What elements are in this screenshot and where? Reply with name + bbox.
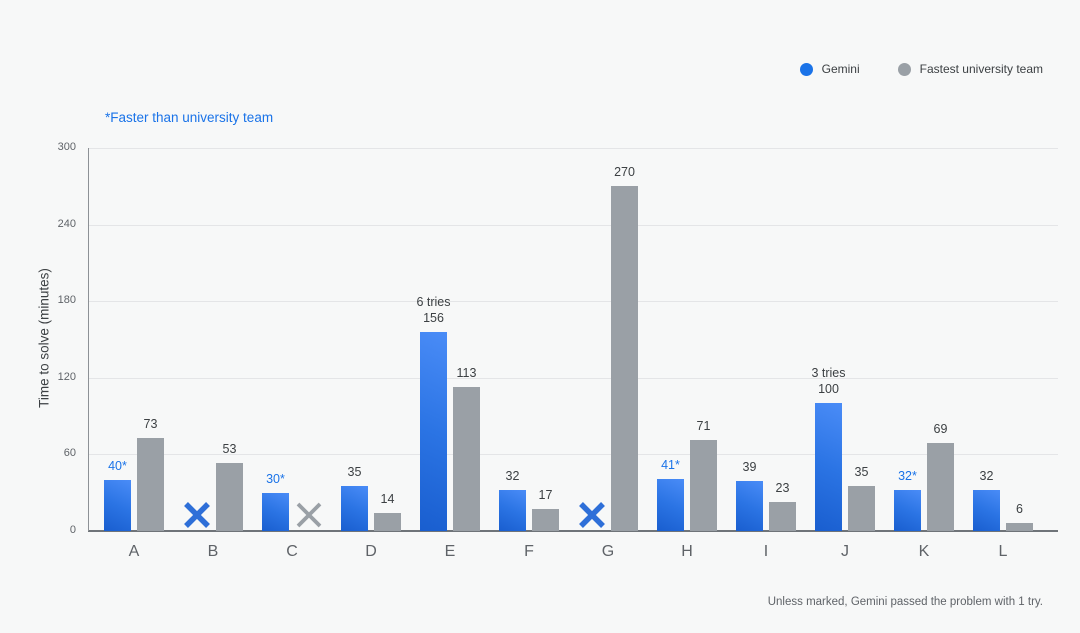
bar-gemini-F <box>499 490 526 531</box>
bar-value-label-team-B: 53 <box>222 442 237 457</box>
tries-annotation-E: 6 tries <box>416 294 451 309</box>
bar-gemini-J <box>815 403 842 531</box>
legend: Gemini Fastest university team <box>799 62 1043 76</box>
bar-gemini-L <box>973 490 1000 531</box>
bar-team-J <box>848 486 875 531</box>
gridline-300 <box>88 148 1058 149</box>
bar-team-E <box>453 386 480 531</box>
bar-value-label-gemini-D: 35 <box>347 465 362 480</box>
bar-gemini-K <box>894 490 921 531</box>
bar-gemini-H <box>657 478 684 531</box>
bar-gemini-D <box>341 486 368 531</box>
x-category-label-E: E <box>444 543 456 560</box>
bar-value-label-team-E: 113 <box>456 365 477 380</box>
x-category-label-B: B <box>207 543 219 560</box>
failed-x-icon <box>183 502 210 528</box>
x-category-label-G: G <box>601 543 615 560</box>
failed-x-marker-gemini-B <box>183 501 211 529</box>
bar-team-G <box>611 186 638 531</box>
x-category-label-H: H <box>681 543 693 560</box>
gridline-60 <box>88 454 1058 456</box>
tries-annotation-J: 3 tries <box>811 366 846 381</box>
bar-team-I <box>769 501 796 531</box>
bar-team-A <box>137 437 164 531</box>
bar-value-label-team-G: 270 <box>614 165 635 180</box>
x-category-label-D: D <box>365 543 377 560</box>
bar-value-label-gemini-K: 32* <box>898 469 917 484</box>
x-category-label-I: I <box>763 543 769 560</box>
bar-value-label-gemini-C: 30* <box>266 471 285 486</box>
y-axis-line <box>88 148 89 531</box>
tries-footnote: Unless marked, Gemini passed the problem… <box>767 596 1043 608</box>
bar-value-label-gemini-I: 39 <box>742 460 757 475</box>
failed-x-marker-gemini-G <box>578 501 606 529</box>
bar-team-H <box>690 440 717 531</box>
legend-label-gemini: Gemini <box>821 62 860 76</box>
bar-value-label-team-J: 35 <box>854 465 869 480</box>
bar-value-label-team-A: 73 <box>143 416 158 431</box>
bar-gemini-C <box>262 492 289 531</box>
legend-item-gemini: Gemini <box>799 62 860 76</box>
gridline-120 <box>88 377 1058 379</box>
bar-gemini-A <box>104 479 131 531</box>
x-category-label-A: A <box>128 543 140 560</box>
legend-label-team: Fastest university team <box>919 62 1043 76</box>
y-tick-label-240: 240 <box>57 217 76 230</box>
y-tick-label-0: 0 <box>69 524 76 536</box>
bar-value-label-gemini-H: 41* <box>661 457 680 472</box>
x-category-label-L: L <box>998 543 1008 560</box>
bar-gemini-E <box>420 331 447 531</box>
bar-value-label-team-L: 6 <box>1016 502 1023 517</box>
bar-value-label-team-I: 23 <box>775 480 790 495</box>
legend-item-team: Fastest university team <box>897 62 1043 76</box>
x-category-label-C: C <box>286 543 298 560</box>
x-category-label-J: J <box>841 543 849 560</box>
faster-note: *Faster than university team <box>105 110 274 125</box>
bar-team-F <box>532 509 559 531</box>
x-category-label-F: F <box>524 543 534 560</box>
bar-value-label-team-K: 69 <box>933 421 948 436</box>
bar-value-label-team-H: 71 <box>696 419 711 434</box>
bar-value-label-team-F: 17 <box>538 488 553 503</box>
team-legend-dot-icon <box>897 62 911 76</box>
bar-value-label-gemini-A: 40* <box>108 458 127 473</box>
x-axis-baseline <box>88 530 1058 532</box>
y-tick-label-60: 60 <box>63 447 76 460</box>
bar-team-K <box>927 442 954 531</box>
failed-x-icon <box>578 502 605 528</box>
bar-value-label-team-D: 14 <box>380 492 395 507</box>
gridline-180 <box>88 301 1058 303</box>
bar-value-label-gemini-F: 32 <box>505 469 520 484</box>
y-tick-label-300: 300 <box>57 141 76 153</box>
bar-gemini-I <box>736 481 763 531</box>
x-category-label-K: K <box>918 543 930 560</box>
bar-value-label-gemini-E: 156 <box>423 310 444 325</box>
bar-value-label-gemini-L: 32 <box>979 469 994 484</box>
failed-x-marker-team-C <box>295 501 323 529</box>
gemini-legend-dot-icon <box>799 62 813 76</box>
bar-team-B <box>216 463 243 531</box>
y-tick-label-180: 180 <box>57 294 76 307</box>
failed-x-icon <box>296 502 321 528</box>
bar-team-D <box>374 513 401 531</box>
bar-value-label-gemini-J: 100 <box>818 382 839 397</box>
bar-team-L <box>1006 523 1033 531</box>
y-tick-label-120: 120 <box>57 370 76 383</box>
gridline-240 <box>88 224 1058 226</box>
